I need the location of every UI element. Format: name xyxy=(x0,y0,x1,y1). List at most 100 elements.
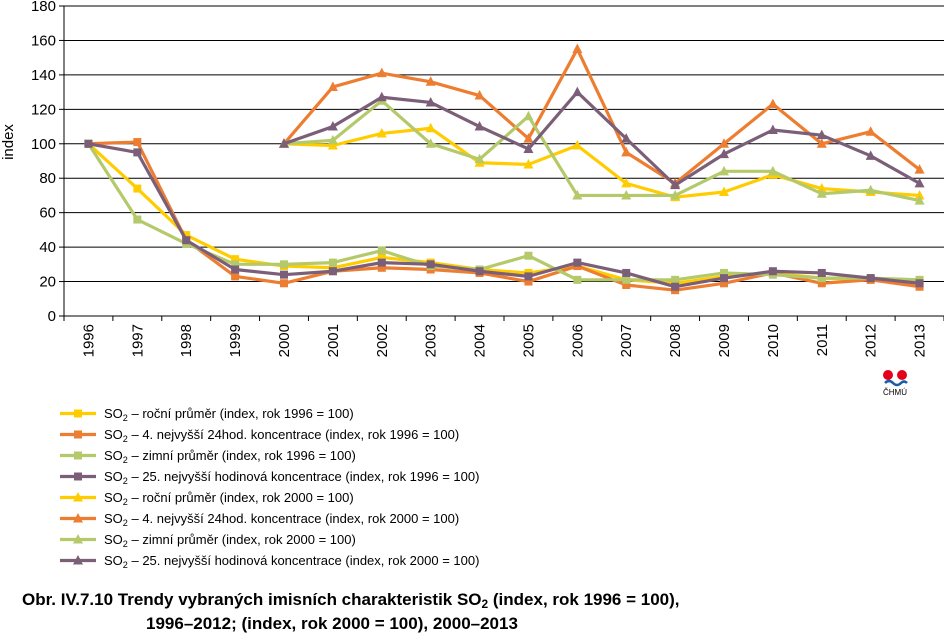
data-point xyxy=(572,189,583,200)
data-point xyxy=(425,76,436,86)
data-point xyxy=(231,260,240,269)
data-point xyxy=(719,148,729,159)
y-tick-label: 20 xyxy=(39,274,56,291)
y-tick-label: 180 xyxy=(31,0,56,15)
y-tick-label: 100 xyxy=(31,136,56,153)
legend-item: SO2 – 25. nejvyšší hodinová koncentrace … xyxy=(60,466,479,487)
y-tick-label: 140 xyxy=(31,67,56,84)
figure-caption: Obr. IV.7.10 Trendy vybraných imisních c… xyxy=(22,590,680,634)
legend-label-sub: 2 xyxy=(122,476,128,486)
data-point xyxy=(817,268,826,277)
data-point xyxy=(816,138,827,148)
data-point xyxy=(474,121,485,131)
data-point xyxy=(523,110,534,121)
data-point xyxy=(622,281,631,289)
legend-label-sub: 2 xyxy=(122,413,128,423)
data-point xyxy=(280,270,288,279)
legend-label-rest: – 25. nejvyšší hodinová koncentrace (ind… xyxy=(127,469,480,484)
data-point xyxy=(816,188,827,198)
data-point xyxy=(328,258,337,267)
data-point xyxy=(621,133,632,143)
legend-label-rest: – roční průměr (index, rok 2000 = 100) xyxy=(127,490,354,505)
legend-swatch xyxy=(60,492,96,502)
data-point xyxy=(182,231,191,240)
series-3 xyxy=(84,139,924,284)
y-tick-label: 160 xyxy=(31,32,56,49)
x-tick-label: 2007 xyxy=(618,324,635,357)
data-point xyxy=(376,91,387,102)
data-point xyxy=(621,189,632,200)
series-line xyxy=(283,126,920,199)
legend-item: SO2 – roční průměr (index, rok 1996 = 10… xyxy=(60,403,479,424)
legend-swatch xyxy=(60,555,96,565)
data-point xyxy=(573,258,582,267)
legend-label: SO xyxy=(104,427,123,442)
data-point xyxy=(572,140,583,150)
data-point xyxy=(768,267,777,276)
data-point xyxy=(523,143,534,153)
legend-label: SO xyxy=(104,532,123,547)
x-tick-label: 2001 xyxy=(325,324,342,357)
data-point xyxy=(914,177,925,188)
legend-label-sub: 2 xyxy=(122,539,128,549)
legend-marker xyxy=(73,534,83,544)
data-point xyxy=(231,255,240,264)
data-point xyxy=(719,138,729,148)
series-5 xyxy=(279,122,925,202)
data-point xyxy=(474,153,485,164)
data-point xyxy=(279,138,289,148)
data-point xyxy=(524,272,533,281)
x-tick-label: 2000 xyxy=(276,324,293,357)
data-point xyxy=(376,67,387,78)
data-point xyxy=(280,260,288,269)
legend-label: SO xyxy=(104,448,123,463)
data-point xyxy=(377,246,386,255)
x-tick-label: 1997 xyxy=(129,324,146,357)
legend-swatch xyxy=(60,451,96,460)
x-tick-label: 1996 xyxy=(80,324,97,357)
series-1 xyxy=(84,139,924,288)
data-point xyxy=(767,165,778,176)
chmu-logo-icon xyxy=(883,370,908,387)
legend-label: SO xyxy=(104,511,123,526)
legend-label: SO xyxy=(104,406,123,421)
legend-label-rest: – 4. nejvyšší 24hod. koncentrace (index,… xyxy=(127,511,460,526)
legend-marker xyxy=(73,513,83,523)
data-point xyxy=(572,86,583,97)
series-line xyxy=(283,90,921,187)
legend-item: SO2 – 4. nejvyšší 24hod. koncentrace (in… xyxy=(60,508,479,529)
legend-marker xyxy=(74,409,82,418)
data-point xyxy=(720,279,728,288)
data-point xyxy=(524,277,533,286)
x-tick-labels: 1996 1997 1998 1999 2000 2001 2002 2003 2004 2005… xyxy=(63,316,944,357)
data-point xyxy=(573,275,582,284)
caption-line-1: Obr. IV.7.10 Trendy vybraných imisních c… xyxy=(22,590,680,614)
series-lines xyxy=(84,43,925,295)
series-line xyxy=(87,142,920,282)
caption-line-2: 1996–2012; (index, rok 2000 = 100), 2000… xyxy=(22,614,680,634)
data-point xyxy=(572,43,583,54)
data-point xyxy=(425,122,436,133)
data-point xyxy=(475,267,484,276)
data-point xyxy=(426,260,435,269)
x-tick-label: 2005 xyxy=(520,324,537,357)
data-point xyxy=(622,268,631,277)
x-tick-label: 2012 xyxy=(863,324,880,357)
axes xyxy=(63,6,944,317)
data-point xyxy=(817,279,826,288)
legend-label: SO xyxy=(104,490,123,505)
legend-label-rest: – 4. nejvyšší 24hod. koncentrace (index,… xyxy=(127,427,460,442)
data-point xyxy=(524,251,533,260)
data-point xyxy=(327,121,338,131)
legend-label: SO xyxy=(104,553,123,568)
legend-marker xyxy=(73,555,83,565)
caption-line2: 1996–2012; (index, rok 2000 = 100), 2000… xyxy=(146,614,518,633)
legend-label-rest: – zimní průměr (index, rok 2000 = 100) xyxy=(127,532,356,547)
data-point xyxy=(425,96,436,107)
y-tick-label: 0 xyxy=(48,308,56,325)
data-point xyxy=(523,133,534,143)
legend-label-sub: 2 xyxy=(122,497,128,507)
data-point xyxy=(915,279,924,288)
legend-label: SO xyxy=(104,469,123,484)
